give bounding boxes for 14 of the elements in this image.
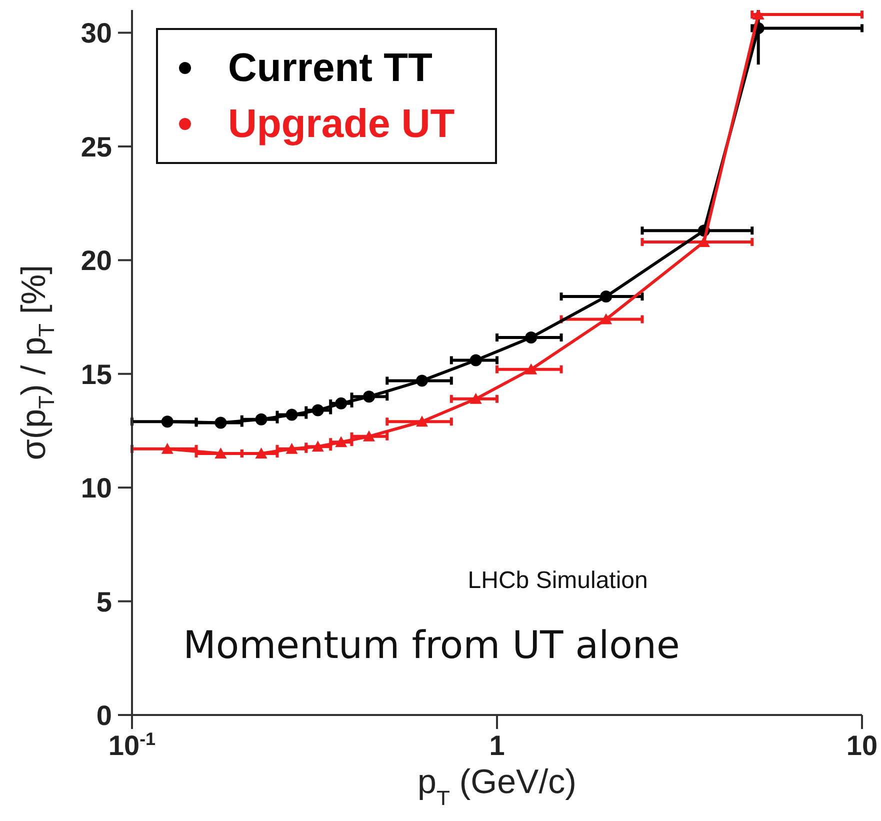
y-tick-label: 10 [80,472,112,504]
y-tick-label: 15 [80,358,112,390]
y-tick-label: 20 [80,245,112,276]
x-tick-label: 10 [846,730,878,761]
y-tick-label: 30 [80,18,112,49]
legend-label: Current TT [228,45,432,92]
x-tick-label: 10$^{-1}$ [108,729,156,761]
annotation: Momentum from UT alone [183,623,680,668]
x-tick-label: 1 [489,730,505,761]
annotation: LHCb Simulation [468,566,648,595]
legend-label: Upgrade UT [228,101,455,148]
y-tick-label: 0 [96,700,112,731]
y-tick-label: 5 [96,586,112,618]
y-tick-label: 25 [80,131,112,162]
